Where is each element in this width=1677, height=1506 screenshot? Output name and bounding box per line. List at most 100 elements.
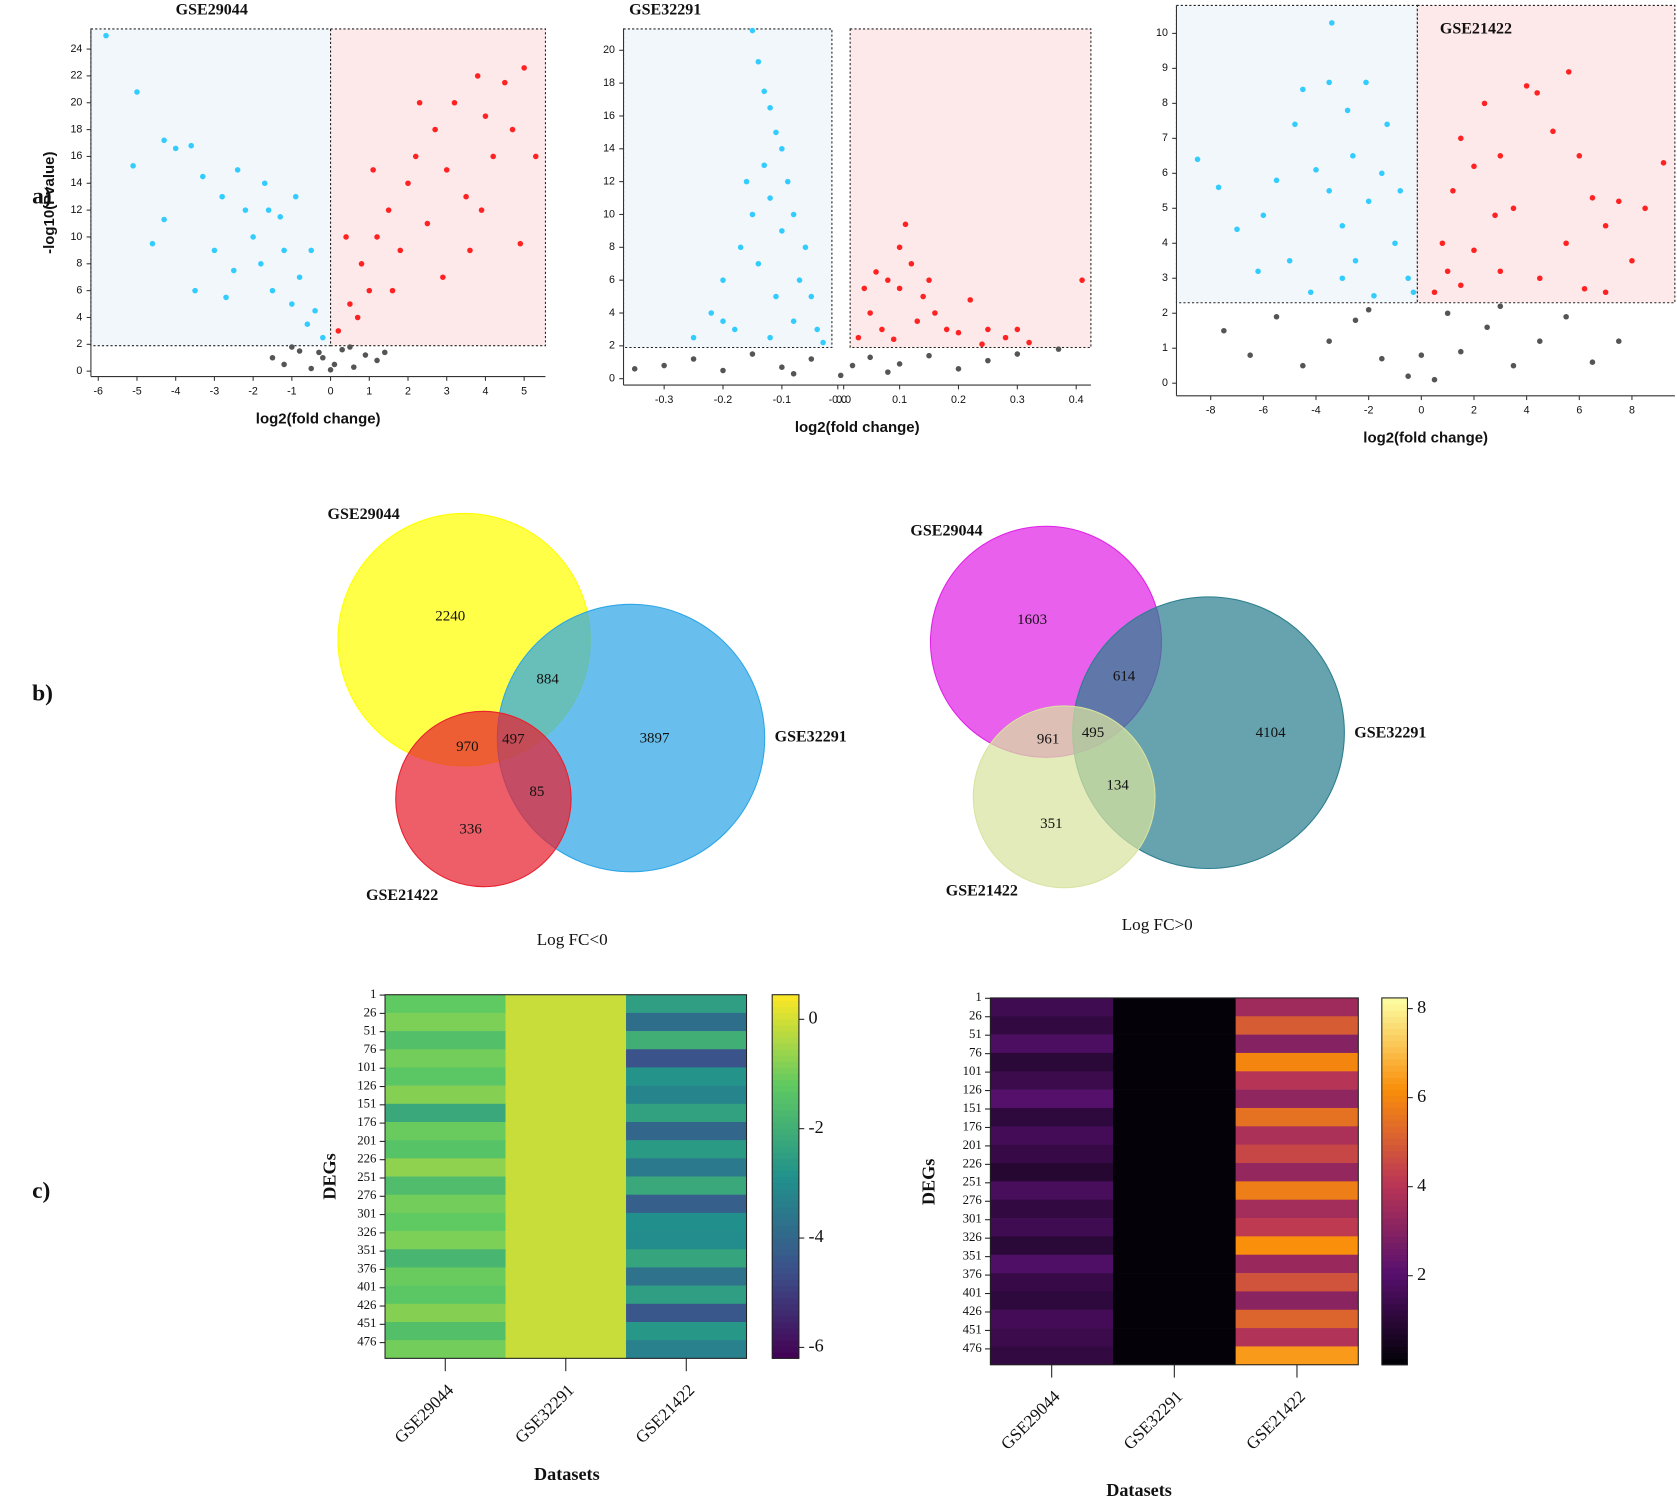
point — [773, 293, 779, 300]
y-tick-label: 12 — [603, 175, 615, 187]
x-tick-label: 0.3 — [1010, 394, 1025, 406]
point — [784, 178, 791, 185]
point — [1589, 195, 1596, 201]
colorbar-segment — [1381, 1150, 1408, 1158]
colorbar-segment — [1381, 1309, 1408, 1317]
point — [366, 287, 373, 294]
point — [849, 362, 856, 369]
colorbar-segment — [772, 1303, 799, 1311]
point — [200, 173, 206, 180]
point — [103, 32, 109, 39]
colorbar-segment — [1381, 1352, 1408, 1360]
point — [308, 247, 314, 254]
x-tick-label: -0.3 — [655, 394, 673, 406]
point — [761, 162, 767, 169]
panel-label: b) — [32, 681, 53, 707]
heat-cell — [990, 1199, 1114, 1219]
colorbar-segment — [772, 1073, 799, 1081]
colorbar-segment — [1381, 1144, 1408, 1152]
y-tick-label: 24 — [70, 43, 82, 55]
x-tick-label: GSE29044 — [997, 1387, 1064, 1454]
colorbar-segment — [1381, 1040, 1408, 1048]
point — [296, 348, 303, 354]
colorbar-segment — [1381, 1059, 1408, 1066]
colorbar-segment — [772, 1225, 799, 1232]
colorbar-segment — [1381, 1218, 1408, 1225]
heat-cell — [505, 1249, 627, 1268]
colorbar-segment — [772, 1091, 799, 1099]
point — [790, 318, 797, 324]
heat-cell — [1235, 997, 1359, 1017]
heat-cell — [385, 1285, 506, 1305]
point — [304, 321, 311, 327]
heat-cell — [1235, 1089, 1359, 1109]
down-region — [1175, 4, 1418, 304]
heat-cell — [505, 1140, 627, 1159]
point — [362, 352, 369, 358]
point — [737, 244, 744, 251]
x-tick-label: 1 — [366, 385, 372, 397]
heat-cell — [626, 1340, 747, 1359]
colorbar-segment — [772, 1079, 799, 1087]
x-tick-label: 2 — [1471, 405, 1477, 417]
heat-cell — [1113, 1309, 1236, 1329]
point — [1458, 135, 1464, 142]
heat-cell — [505, 1267, 627, 1286]
colorbar-segment — [772, 1243, 799, 1250]
heat-cell — [1113, 1273, 1236, 1292]
colorbar-segment — [1381, 1285, 1408, 1292]
heat-cell — [1235, 1254, 1359, 1274]
point — [1273, 313, 1280, 320]
x-tick-label: 0.0 — [836, 394, 851, 406]
y-tick-label: 2 — [1162, 307, 1168, 319]
y-tick-label: 476 — [357, 1335, 377, 1349]
colorbar-segment — [772, 1164, 799, 1172]
colorbar-segment — [1381, 1016, 1408, 1023]
colorbar-segment — [1381, 1199, 1408, 1207]
point — [312, 307, 318, 314]
colorbar-segment — [1381, 1083, 1408, 1091]
colorbar-segment — [772, 1328, 799, 1335]
heat-cell — [626, 1321, 747, 1341]
point — [1392, 240, 1398, 247]
y-tick-label: 176 — [963, 1119, 983, 1133]
heat-cell — [990, 1144, 1114, 1164]
set-label: GSE21422 — [366, 887, 438, 904]
panel-label: c) — [32, 1178, 50, 1204]
colorbar-segment — [772, 1206, 799, 1214]
colorbar-segment — [1381, 1321, 1408, 1329]
heat-cell — [505, 1340, 627, 1359]
point — [1339, 275, 1346, 282]
point — [896, 285, 903, 292]
point — [1458, 348, 1464, 355]
point — [908, 260, 915, 267]
heat-cell — [385, 1176, 506, 1196]
point — [1589, 359, 1596, 365]
point — [1576, 153, 1583, 159]
colorbar-segment — [1381, 1266, 1408, 1274]
heat-cell — [1113, 1052, 1236, 1072]
colorbar-segment — [1381, 1248, 1408, 1256]
point — [1221, 327, 1227, 334]
x-tick-label: 4 — [482, 385, 488, 397]
colorbar-segment — [772, 1218, 799, 1226]
colorbar-segment — [772, 1352, 799, 1359]
heat-cell — [1235, 1126, 1359, 1145]
y-axis-label: DEGs — [320, 1153, 340, 1199]
x-tick-label: GSE32291 — [1120, 1387, 1187, 1454]
x-tick-label: 3 — [444, 385, 450, 397]
y-tick-label: 2 — [76, 338, 82, 350]
heat-cell — [1235, 1107, 1359, 1127]
colorbar-segment — [772, 1055, 799, 1062]
x-tick-label: GSE29044 — [391, 1380, 458, 1447]
y-tick-label: 0 — [1162, 377, 1168, 389]
y-tick-label: 5 — [1162, 202, 1168, 214]
x-tick-label: 4 — [1524, 405, 1530, 417]
heat-cell — [1113, 1107, 1236, 1127]
venn-caption: Log FC>0 — [1122, 915, 1193, 934]
colorbar-segment — [772, 1212, 799, 1220]
heat-cell — [626, 1085, 747, 1105]
x-tick-label: 2 — [405, 385, 411, 397]
point — [230, 267, 237, 274]
heat-cell — [1235, 1236, 1359, 1256]
